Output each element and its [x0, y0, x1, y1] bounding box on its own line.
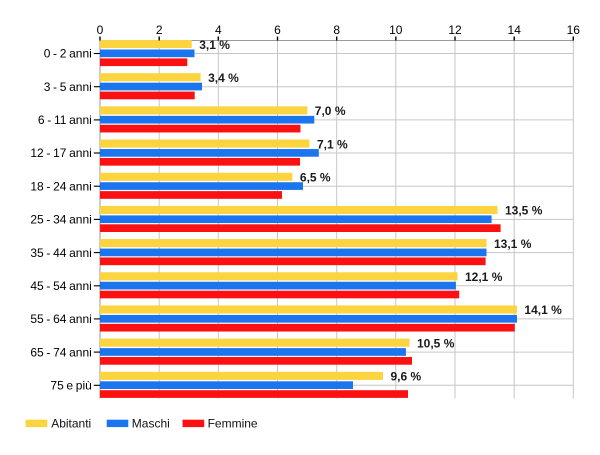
svg-text:45 - 54 anni: 45 - 54 anni: [30, 279, 91, 293]
svg-text:12: 12: [448, 23, 462, 37]
svg-text:3,4 %: 3,4 %: [208, 71, 239, 85]
svg-text:Abitanti: Abitanti: [51, 417, 91, 431]
svg-text:14: 14: [508, 23, 522, 37]
svg-text:25 - 34 anni: 25 - 34 anni: [30, 213, 91, 227]
svg-text:6: 6: [274, 23, 281, 37]
svg-text:6 - 11 anni: 6 - 11 anni: [38, 113, 92, 127]
svg-text:Femmine: Femmine: [208, 417, 258, 431]
svg-text:13,1 %: 13,1 %: [494, 237, 532, 251]
svg-text:8: 8: [333, 23, 340, 37]
svg-text:14,1 %: 14,1 %: [524, 303, 562, 317]
svg-text:4: 4: [215, 23, 222, 37]
svg-text:9,6 %: 9,6 %: [391, 370, 422, 384]
svg-text:3 - 5 anni: 3 - 5 anni: [44, 80, 92, 94]
svg-text:7,1 %: 7,1 %: [317, 137, 348, 151]
svg-text:75 e più: 75 e più: [50, 379, 91, 393]
svg-text:65 - 74 anni: 65 - 74 anni: [30, 345, 91, 359]
svg-text:0 - 2 anni: 0 - 2 anni: [44, 47, 92, 61]
svg-text:7,0 %: 7,0 %: [315, 104, 346, 118]
svg-text:16: 16: [567, 23, 581, 37]
svg-text:2: 2: [156, 23, 163, 37]
svg-text:10: 10: [389, 23, 403, 37]
svg-text:10,5 %: 10,5 %: [417, 336, 455, 350]
svg-text:6,5 %: 6,5 %: [300, 170, 331, 184]
svg-text:18 - 24 anni: 18 - 24 anni: [30, 179, 91, 193]
svg-text:0: 0: [97, 23, 104, 37]
svg-text:Maschi: Maschi: [132, 417, 170, 431]
svg-text:3,1 %: 3,1 %: [199, 38, 230, 52]
svg-text:55 - 64 anni: 55 - 64 anni: [30, 312, 91, 326]
svg-text:13,5 %: 13,5 %: [505, 204, 543, 218]
svg-text:35 - 44 anni: 35 - 44 anni: [30, 246, 91, 260]
svg-text:12,1 %: 12,1 %: [465, 270, 503, 284]
svg-text:12 - 17 anni: 12 - 17 anni: [30, 146, 91, 160]
